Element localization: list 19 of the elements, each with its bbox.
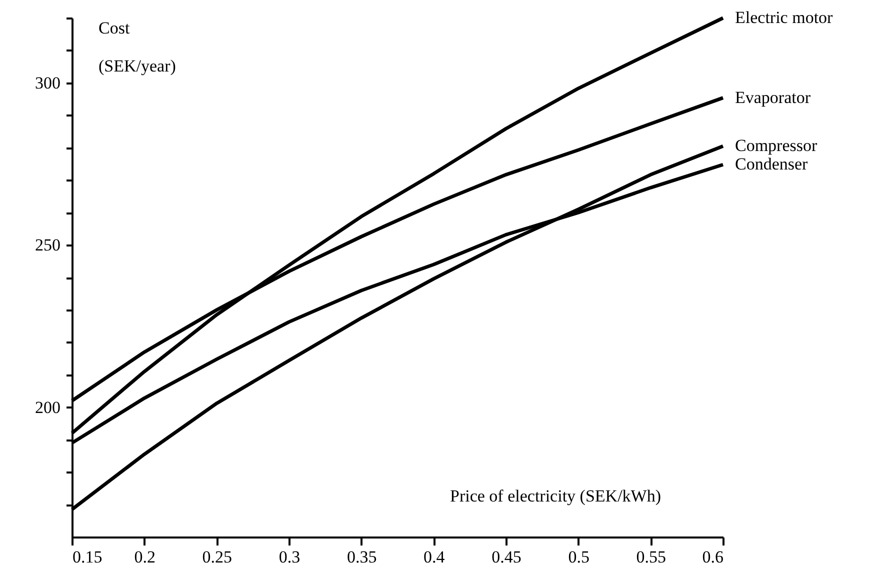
series-label: Electric motor bbox=[735, 8, 834, 27]
x-tick-label: 0.4 bbox=[424, 548, 446, 566]
y-tick-label: 200 bbox=[35, 398, 60, 417]
x-tick-label: 0.55 bbox=[636, 548, 666, 566]
x-axis-title: Price of electricity (SEK/kWh) bbox=[450, 486, 662, 506]
x-tick-label: 0.3 bbox=[278, 548, 300, 566]
x-tick-label: 0.15 bbox=[72, 548, 102, 566]
x-tick-label: 0.2 bbox=[134, 548, 156, 566]
y-tick-label: 250 bbox=[35, 236, 60, 255]
y-tick-label: 300 bbox=[35, 73, 60, 92]
x-tick-label: 0.25 bbox=[202, 548, 232, 566]
series-label: Evaporator bbox=[735, 88, 811, 107]
series-label: Compressor bbox=[735, 136, 818, 156]
x-tick-label: 0.45 bbox=[492, 548, 522, 566]
y-axis-title: Cost (SEK/year) bbox=[98, 18, 176, 76]
x-tick-label: 0.6 bbox=[702, 548, 724, 566]
x-tick-label: 0.5 bbox=[568, 548, 590, 566]
x-tick-label: 0.35 bbox=[346, 548, 377, 566]
series-label: Condenser bbox=[735, 154, 808, 174]
